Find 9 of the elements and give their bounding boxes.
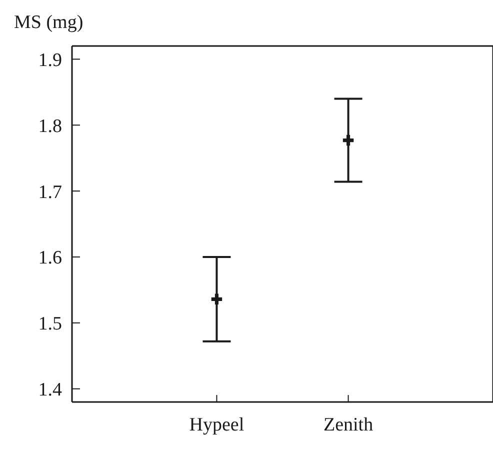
y-tick-label: 1.9 [38,50,62,71]
y-tick-label: 1.7 [38,182,62,203]
y-tick-label: 1.6 [38,248,62,269]
y-tick-label: 1.5 [38,314,62,335]
x-tick-label: Hypeel [189,414,244,436]
y-axis-title: MS (mg) [14,12,84,34]
y-tick-label: 1.8 [38,116,62,137]
y-tick-label: 1.4 [38,380,62,401]
x-tick-label: Zenith [323,414,374,436]
